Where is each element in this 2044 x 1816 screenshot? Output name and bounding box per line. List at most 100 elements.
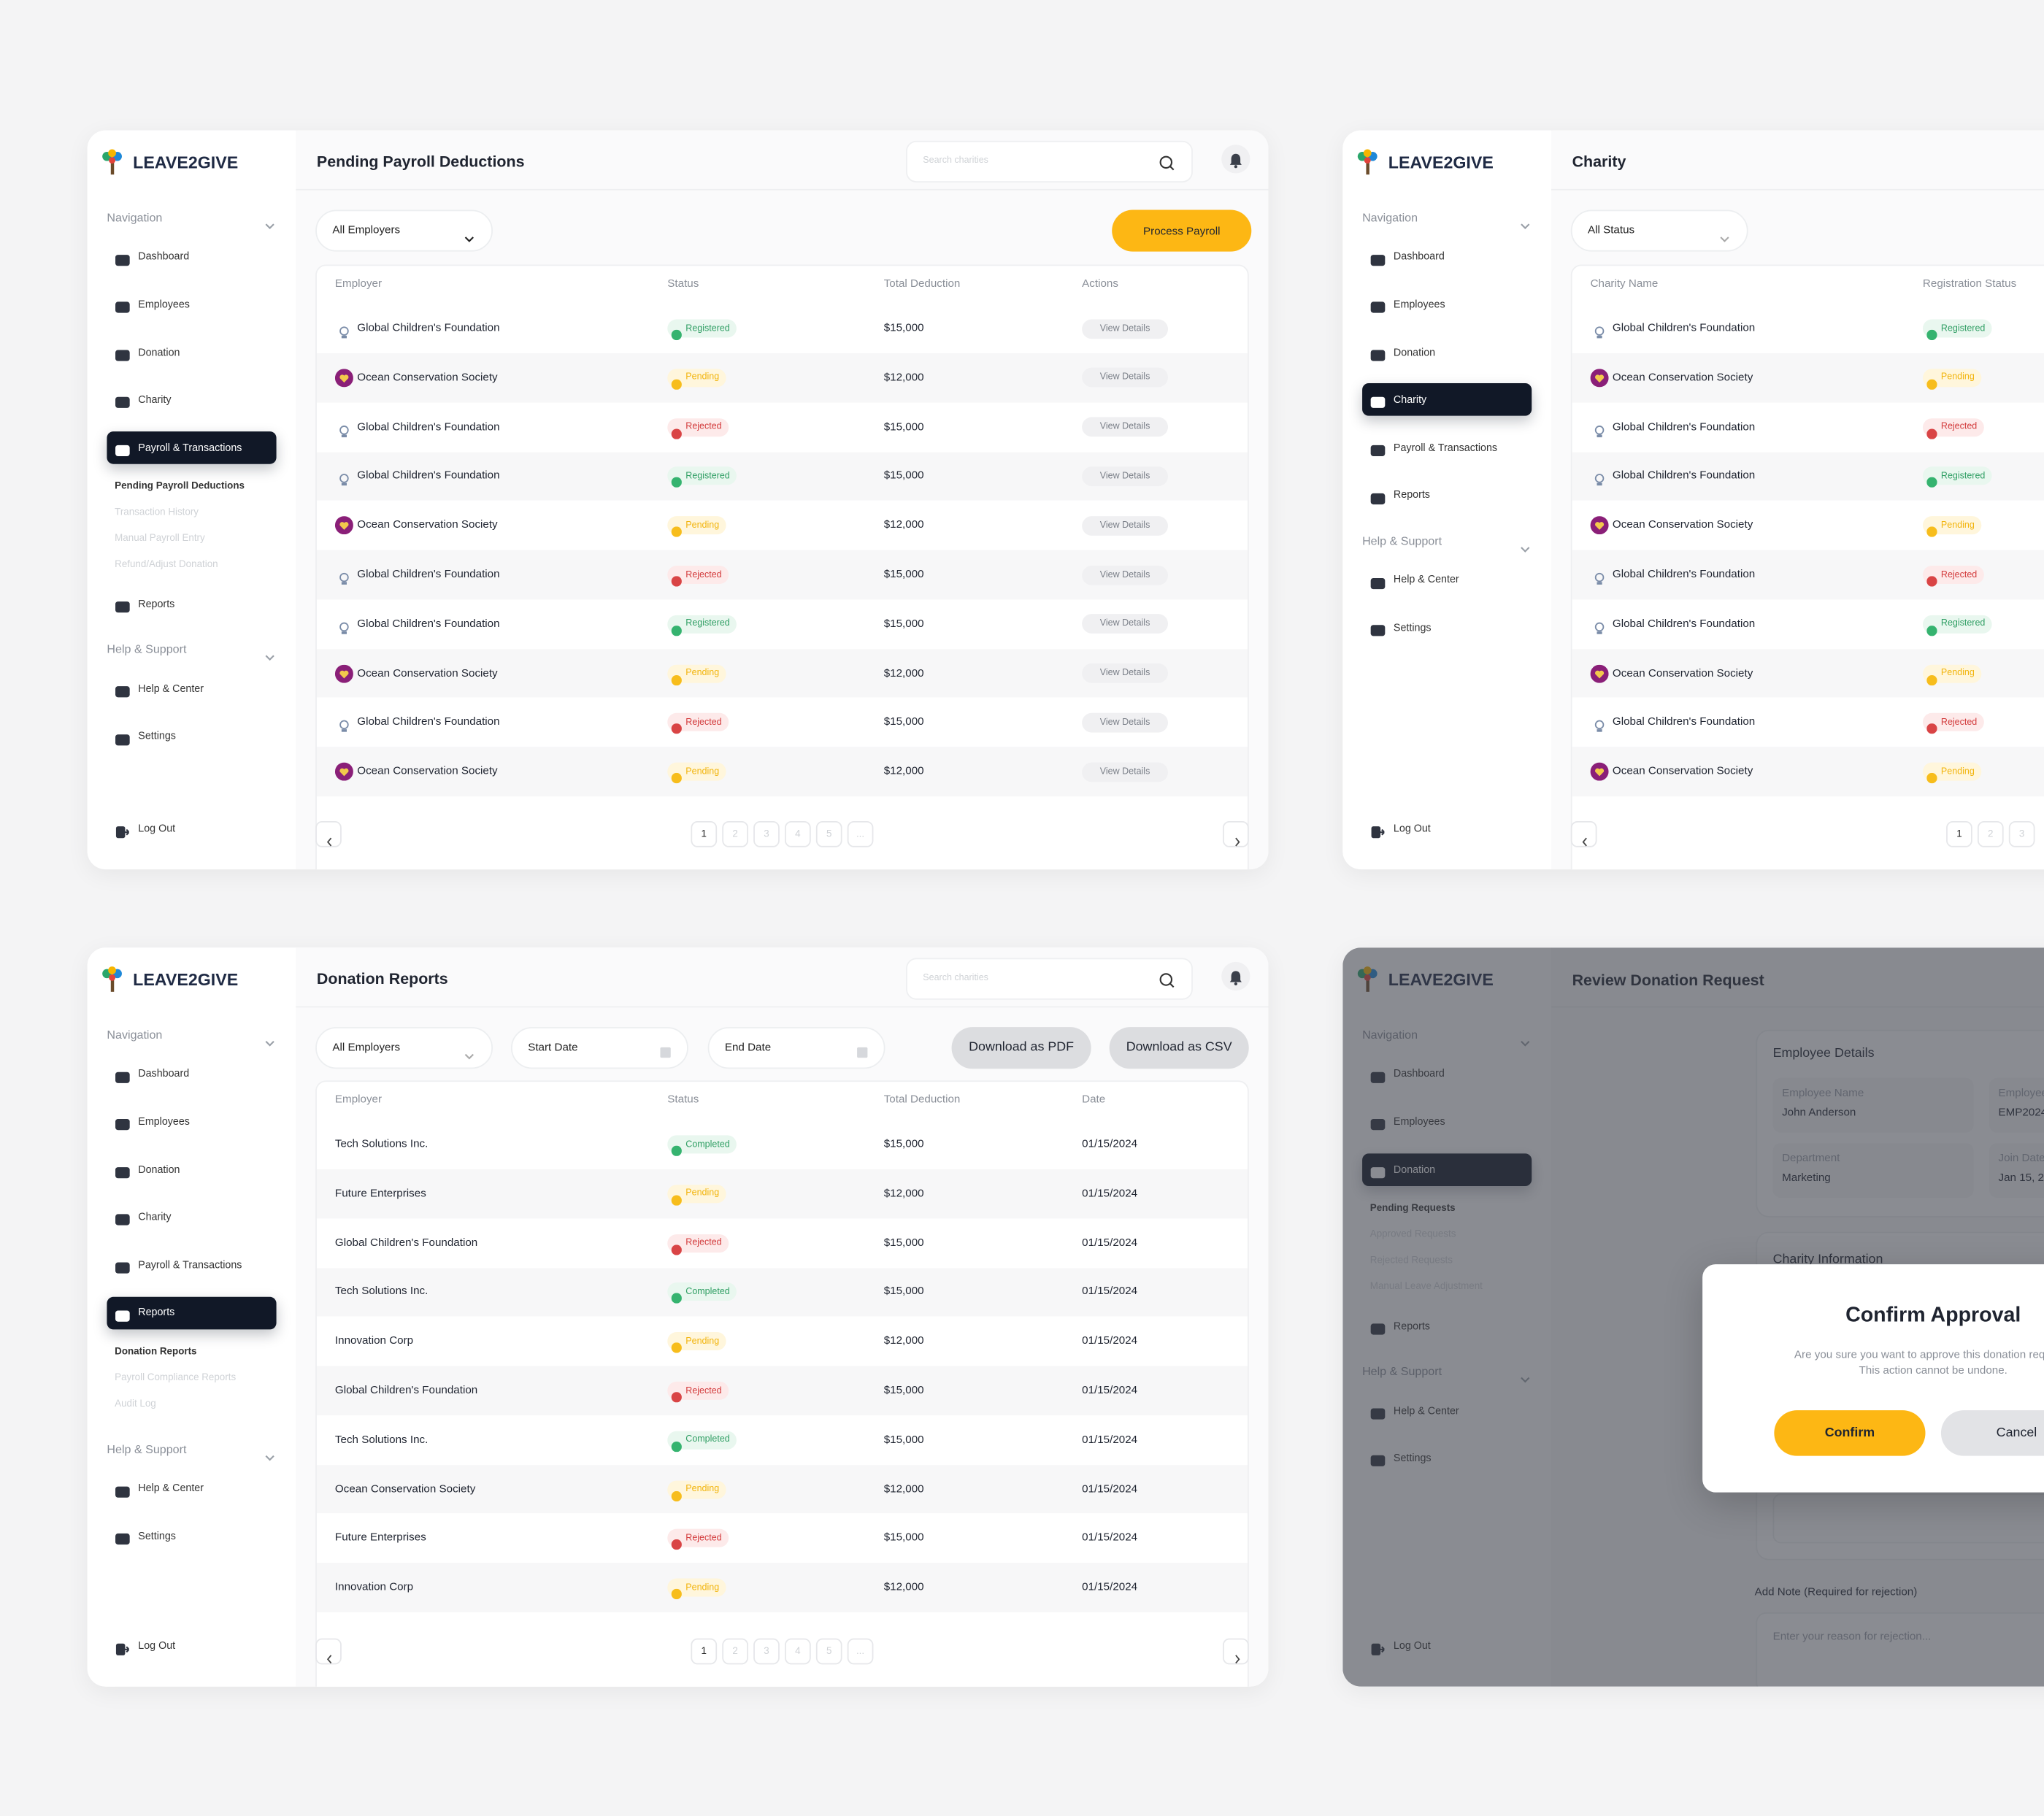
nav-sub[interactable]: Manual Payroll Entry xyxy=(115,531,205,544)
page-button[interactable]: ... xyxy=(847,1638,874,1665)
page-button[interactable]: 5 xyxy=(815,821,842,847)
search-box[interactable]: Search charities xyxy=(906,958,1193,1000)
view-details[interactable]: View Details xyxy=(1082,762,1168,782)
nav-item[interactable]: Help & Center xyxy=(138,682,204,695)
nav-icon-svg xyxy=(1370,301,1386,313)
status-text: Rejected xyxy=(685,1386,722,1396)
nav-icon-svg xyxy=(115,301,130,313)
nav-active[interactable] xyxy=(1362,383,1532,417)
page-button[interactable]: 4 xyxy=(785,1638,811,1665)
prev-page[interactable] xyxy=(315,821,342,847)
nav-item[interactable]: Reports xyxy=(138,598,175,610)
nav-item[interactable]: Charity xyxy=(1393,393,1427,406)
status-pill: Pending xyxy=(667,762,726,784)
nav-item[interactable]: Help & Center xyxy=(1393,574,1459,586)
nav-heading: Help & Support xyxy=(107,642,187,656)
nav-item[interactable]: Payroll & Transactions xyxy=(138,1258,242,1271)
filter-label: All Employers xyxy=(332,223,401,236)
view-details[interactable]: View Details xyxy=(1082,466,1168,486)
nav-active[interactable] xyxy=(107,431,277,464)
page-button[interactable]: 1 xyxy=(691,1638,718,1665)
cell-text: $12,000 xyxy=(883,369,924,383)
charity-icon xyxy=(1593,617,1606,634)
nav-icon xyxy=(115,823,131,839)
cancel-button[interactable]: Cancel xyxy=(1940,1410,2044,1456)
nav-item[interactable]: Donation xyxy=(138,1163,180,1175)
page-button[interactable]: 3 xyxy=(753,1638,780,1665)
page-button[interactable]: 2 xyxy=(1977,821,2004,847)
nav-sub[interactable]: Refund/Adjust Donation xyxy=(115,558,218,570)
nav-item[interactable]: Settings xyxy=(138,730,176,742)
page-button[interactable]: 3 xyxy=(2008,821,2035,847)
page-button[interactable]: ... xyxy=(847,821,874,847)
search-box[interactable]: Search charities xyxy=(906,140,1193,182)
action-button[interactable]: Download as CSV xyxy=(1109,1027,1249,1069)
next-page[interactable] xyxy=(1223,1638,1249,1665)
nav-item[interactable]: Reports xyxy=(138,1306,175,1319)
filter[interactable]: End Date xyxy=(707,1027,885,1069)
action-button[interactable]: Process Payroll xyxy=(1112,209,1252,252)
nav-item[interactable]: Employees xyxy=(138,298,190,310)
page-title: Donation Reports xyxy=(316,969,448,988)
page-button[interactable]: 3 xyxy=(753,821,780,847)
view-details-label: View Details xyxy=(1099,570,1150,580)
view-details[interactable]: View Details xyxy=(1082,614,1168,634)
status-dot xyxy=(671,1385,682,1403)
nav-item[interactable]: Payroll & Transactions xyxy=(1393,441,1498,454)
cell-text: $15,000 xyxy=(883,715,924,728)
view-details[interactable]: View Details xyxy=(1082,515,1168,536)
page-button[interactable]: 1 xyxy=(1946,821,1972,847)
nav-sub[interactable]: Audit Log xyxy=(115,1396,156,1409)
next-page[interactable] xyxy=(1223,821,1249,847)
page-button[interactable]: 4 xyxy=(785,821,811,847)
nav-item[interactable]: Settings xyxy=(1393,621,1432,634)
filter[interactable]: Start Date xyxy=(511,1027,688,1069)
nav-item[interactable]: Donation xyxy=(138,346,180,358)
nav-sub[interactable]: Pending Payroll Deductions xyxy=(115,480,245,492)
page-button[interactable]: 5 xyxy=(815,1638,842,1665)
view-details[interactable]: View Details xyxy=(1082,565,1168,585)
cell-text: Global Children's Foundation xyxy=(334,1235,478,1249)
charity-icon xyxy=(1593,470,1606,486)
nav-item[interactable]: Dashboard xyxy=(138,1068,190,1080)
cell-text: Ocean Conservation Society xyxy=(334,1481,476,1495)
bell[interactable] xyxy=(1221,961,1250,991)
nav-item[interactable]: Payroll & Transactions xyxy=(138,441,242,454)
prev-page[interactable] xyxy=(1570,821,1597,847)
nav-item[interactable]: Reports xyxy=(1393,489,1430,501)
filter[interactable]: All Employers xyxy=(315,209,493,252)
page-button[interactable]: 2 xyxy=(722,821,748,847)
nav-sub[interactable]: Donation Reports xyxy=(115,1344,197,1357)
bell[interactable] xyxy=(1221,145,1250,174)
nav-item[interactable]: Donation xyxy=(1393,346,1436,358)
view-details[interactable]: View Details xyxy=(1082,368,1168,388)
nav-item[interactable]: Help & Center xyxy=(138,1482,204,1495)
nav-active[interactable] xyxy=(107,1296,277,1329)
page-button[interactable]: 2 xyxy=(722,1638,748,1665)
view-details[interactable]: View Details xyxy=(1082,417,1168,437)
nav-item[interactable]: Employees xyxy=(1393,298,1445,310)
prev-icon-svg xyxy=(1582,837,1587,847)
view-details[interactable]: View Details xyxy=(1082,663,1168,683)
filter[interactable]: All Status xyxy=(1570,209,1748,252)
view-details[interactable]: View Details xyxy=(1082,712,1168,733)
nav-item[interactable]: Charity xyxy=(138,1211,172,1223)
action-button[interactable]: Download as PDF xyxy=(951,1027,1091,1069)
filter[interactable]: All Employers xyxy=(315,1027,493,1069)
nav-sub[interactable]: Transaction History xyxy=(115,506,199,518)
nav-item[interactable]: Dashboard xyxy=(138,250,190,263)
nav-sub[interactable]: Payroll Compliance Reports xyxy=(115,1371,237,1383)
status-dot-svg xyxy=(671,428,682,439)
prev-page[interactable] xyxy=(315,1638,342,1665)
nav-item[interactable]: Settings xyxy=(138,1530,176,1542)
nav-item[interactable]: Employees xyxy=(138,1115,190,1128)
page-button[interactable]: 1 xyxy=(691,821,718,847)
nav-icon xyxy=(1370,573,1386,589)
nav-item[interactable]: Dashboard xyxy=(1393,250,1445,263)
cell-text: Future Enterprises xyxy=(334,1185,426,1199)
status-text: Registered xyxy=(1940,619,1986,629)
confirm-button[interactable]: Confirm xyxy=(1774,1410,1926,1456)
nav-item[interactable]: Charity xyxy=(138,393,172,406)
status-text: Rejected xyxy=(685,1534,722,1544)
view-details[interactable]: View Details xyxy=(1082,318,1168,339)
